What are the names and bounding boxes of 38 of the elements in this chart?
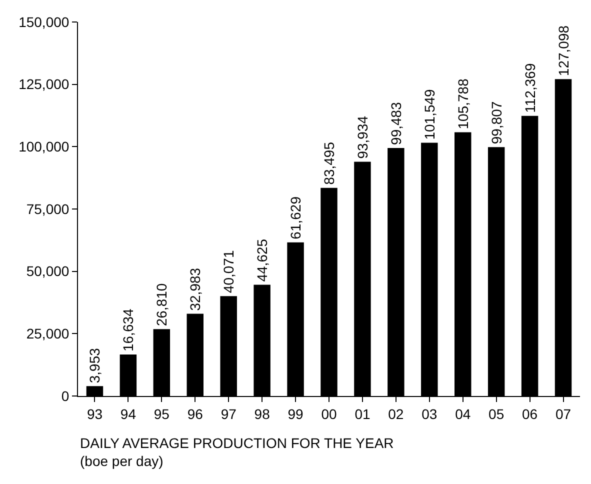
y-tick-label: 50,000 bbox=[26, 263, 70, 280]
data-label: 44,625 bbox=[254, 238, 270, 282]
data-label: 127,098 bbox=[555, 25, 572, 76]
x-tick-label: 03 bbox=[422, 406, 438, 422]
data-label: 99,483 bbox=[388, 102, 404, 145]
y-tick-label: 100,000 bbox=[18, 138, 70, 155]
data-label: 101,549 bbox=[421, 88, 438, 140]
x-tick-label: 00 bbox=[321, 406, 337, 422]
x-tick-label: 07 bbox=[555, 406, 572, 422]
x-tick-label: 93 bbox=[86, 406, 103, 422]
data-label: 93,934 bbox=[354, 116, 370, 159]
data-label: 105,788 bbox=[454, 78, 471, 130]
data-label: 40,071 bbox=[220, 250, 237, 294]
data-label: 26,810 bbox=[154, 283, 170, 326]
x-tick-label: 97 bbox=[220, 406, 237, 422]
x-tick-label: 06 bbox=[522, 406, 538, 422]
y-tick-label: 25,000 bbox=[26, 326, 70, 342]
data-label: 32,983 bbox=[187, 268, 204, 311]
data-label: 61,629 bbox=[288, 196, 304, 240]
y-tick-label: 75,000 bbox=[26, 200, 70, 217]
y-tick-label: 150,000 bbox=[18, 14, 70, 30]
data-label: 112,369 bbox=[522, 63, 538, 113]
y-tick-label: 0 bbox=[61, 388, 70, 404]
data-label: 83,495 bbox=[321, 142, 337, 185]
x-tick-label: 05 bbox=[488, 406, 504, 422]
x-tick-label: 96 bbox=[187, 406, 204, 422]
y-tick-label: 125,000 bbox=[18, 76, 70, 92]
x-tick-label: 98 bbox=[254, 406, 270, 422]
x-tick-label: 04 bbox=[455, 406, 471, 422]
x-tick-label: 01 bbox=[354, 406, 370, 422]
x-tick-label: 94 bbox=[120, 406, 136, 422]
x-tick-label: 95 bbox=[154, 406, 170, 422]
data-label: 99,807 bbox=[488, 101, 504, 144]
data-label: 3,953 bbox=[86, 348, 103, 384]
x-tick-label: 99 bbox=[288, 406, 304, 422]
data-label: 16,634 bbox=[120, 308, 136, 352]
x-axis-title: DAILY AVERAGE PRODUCTION FOR THE YEAR (boe per day) bbox=[80, 435, 394, 470]
x-tick-label: 02 bbox=[388, 406, 404, 422]
